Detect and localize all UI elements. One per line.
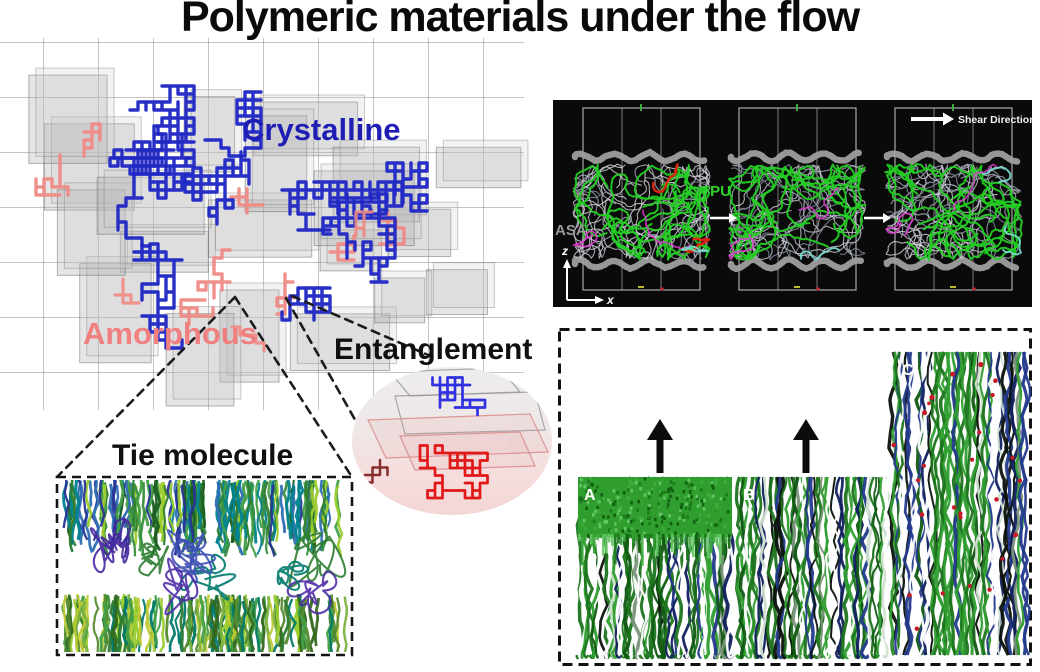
shear-frames-layer: [571, 104, 1023, 291]
stretch-arrow-b: [793, 419, 819, 473]
crystalline-label: Crystalline: [242, 112, 401, 147]
deformation-art: A B C: [558, 328, 1032, 666]
amorphous-label: Amorphous: [83, 316, 257, 351]
frame-b-label: B: [743, 487, 755, 504]
shear-simulation-panel: Shear Direction TPU ASA z x: [553, 100, 1032, 307]
entanglement-art: [363, 367, 549, 500]
shear-simulation-art: Shear Direction TPU ASA z x: [555, 104, 1032, 307]
entanglement-inset: [352, 367, 552, 515]
asa-label: ASA: [555, 222, 587, 239]
tie-molecule-art: [61, 480, 349, 652]
x-axis-label: x: [606, 293, 615, 307]
zx-axes: z x: [561, 244, 615, 307]
polymer-structure-art: [28, 67, 552, 657]
entanglement-label: Entanglement: [334, 333, 533, 366]
callout-dashed-lines: [55, 294, 437, 479]
frame-arrow-2: [864, 213, 891, 223]
shear-direction-arrow: [911, 112, 954, 126]
frame-arrow-1: [710, 213, 737, 223]
deformation-panel: A B C: [558, 328, 1032, 666]
frame-a-label: A: [584, 487, 596, 504]
tie-molecule-label: Tie molecule: [112, 439, 294, 472]
shear-direction-label: Shear Direction: [958, 114, 1032, 126]
stretch-arrow-a: [647, 419, 673, 473]
tpu-label: TPU: [701, 183, 731, 200]
z-axis-label: z: [561, 244, 568, 258]
frame-c-label: C: [902, 362, 914, 379]
polymer-chains-layer: [34, 84, 429, 353]
page-title: Polymeric materials under the flow: [180, 0, 860, 41]
fiber-frames-layer: [575, 351, 1032, 660]
